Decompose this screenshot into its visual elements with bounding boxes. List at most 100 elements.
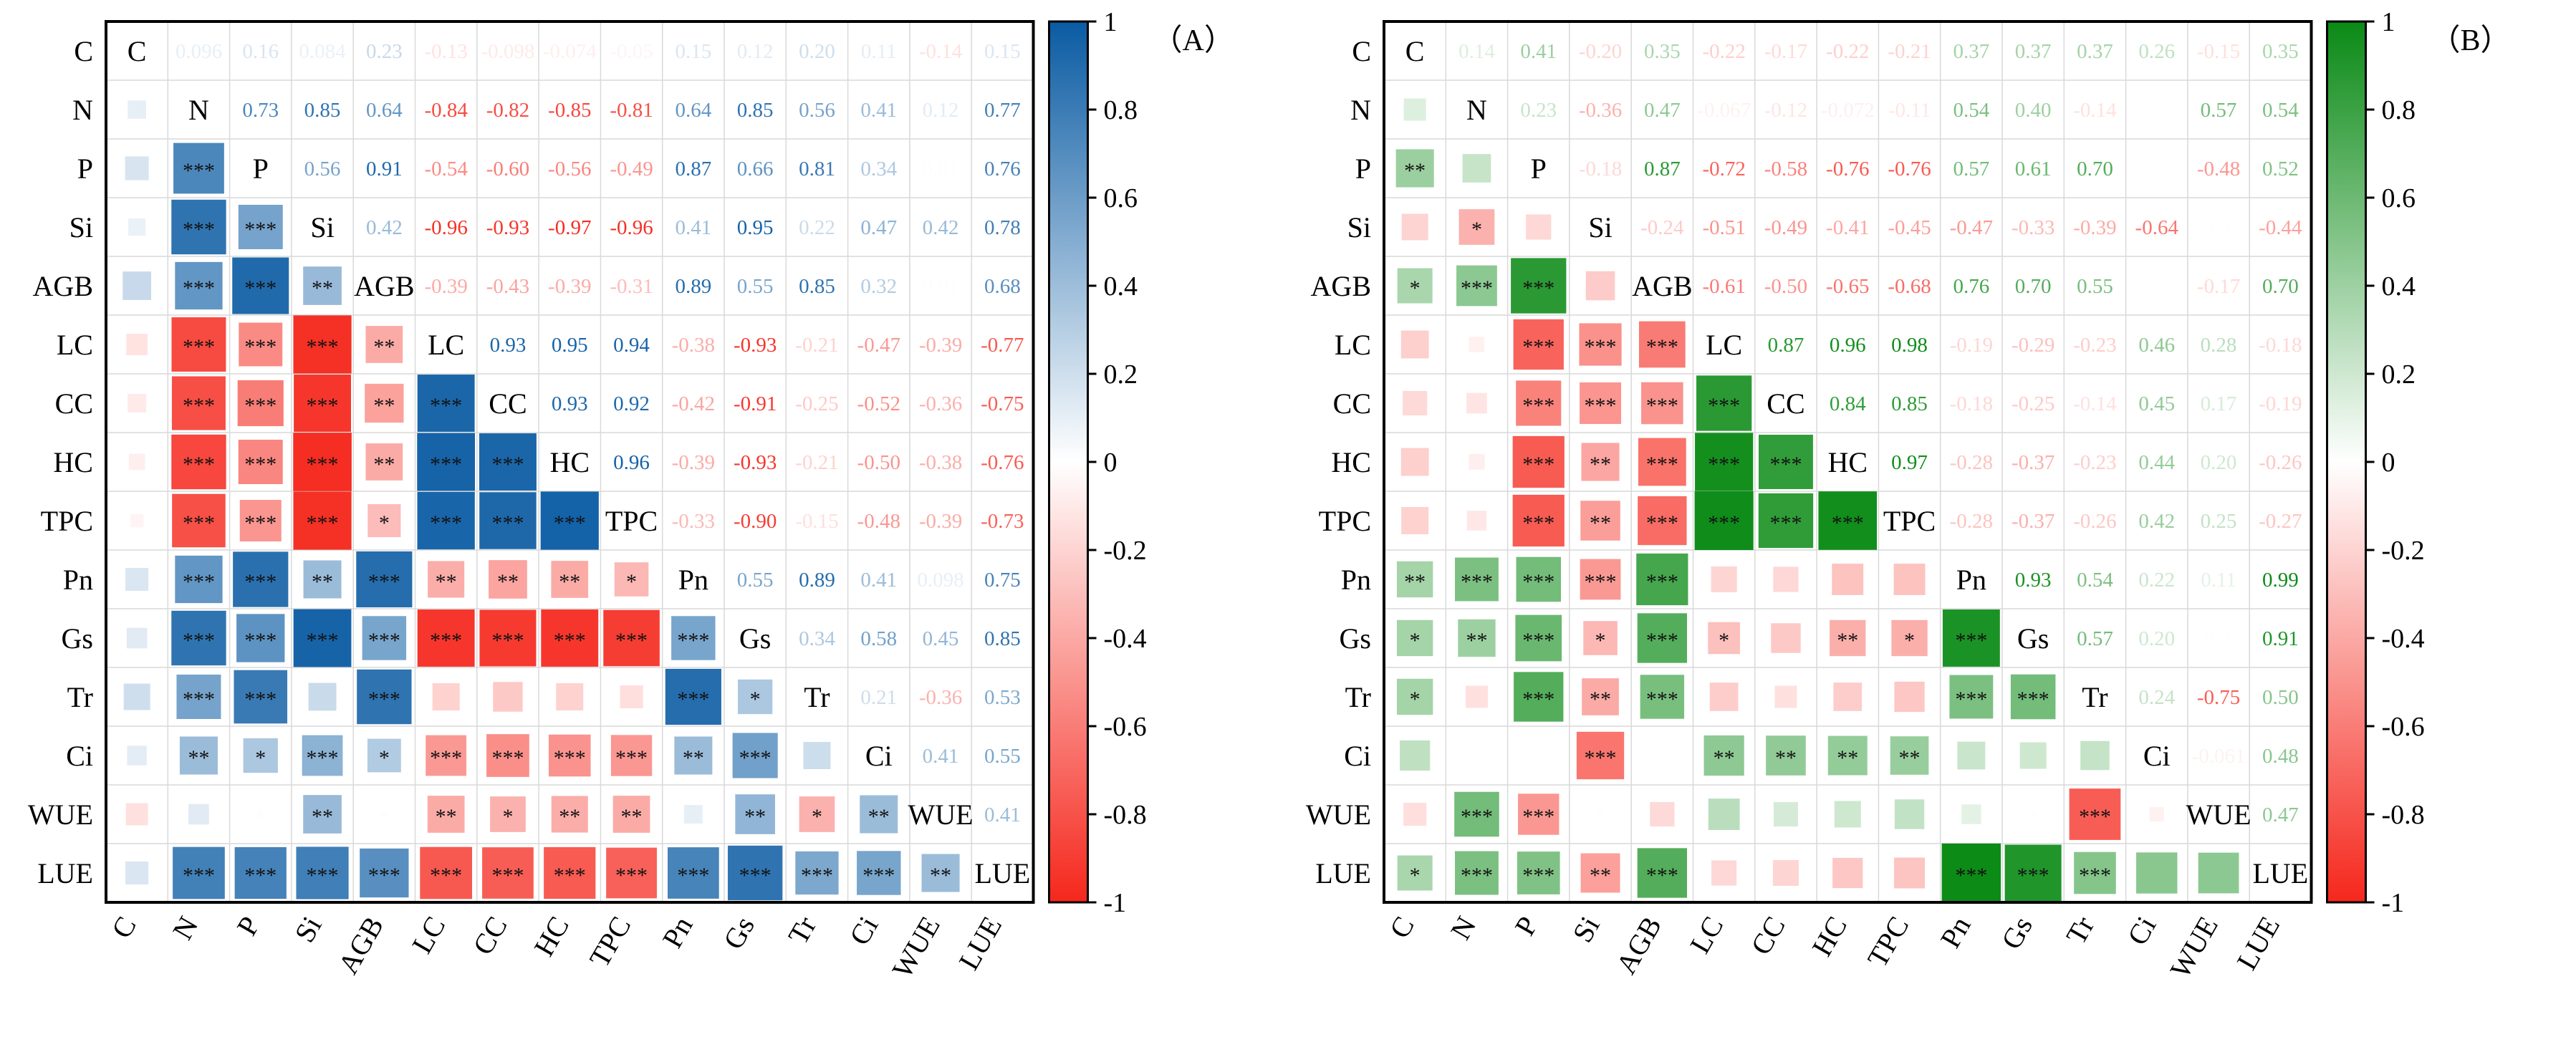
- panel-b-coef-square: [1512, 435, 1565, 488]
- panel-b-coef-square: [1961, 804, 1981, 824]
- panel-a-significance-stars: ***: [554, 864, 586, 887]
- panel-a-significance-stars: ***: [183, 159, 215, 183]
- panel-a-significance-stars: ***: [307, 453, 339, 476]
- panel-a-coef-value: 0.22: [799, 216, 835, 239]
- panel-b-coef-value: -0.15: [2197, 40, 2240, 63]
- panel-b-row-label-agb: AGB: [1311, 270, 1371, 302]
- panel-b-coef-square: [1580, 853, 1620, 893]
- panel-b-significance-stars: ***: [1522, 570, 1554, 594]
- panel-a-coef-square: [128, 394, 147, 412]
- panel-a-coef-value: 0.45: [923, 627, 959, 650]
- panel-a-diag-label-gs: Gs: [739, 622, 771, 655]
- panel-a-coef-square: [367, 738, 401, 773]
- panel-a-row-label-cc: CC: [55, 387, 93, 420]
- panel-b-colorbar-tick-label: -1: [2382, 888, 2405, 918]
- panel-a-col-label-tr: Tr: [782, 911, 822, 950]
- panel-b-coef-value: -0.72: [1702, 158, 1745, 180]
- panel-a-coef-square: [125, 156, 149, 180]
- panel-a-coef-value: 0.56: [304, 158, 341, 180]
- panel-b-significance-stars: ***: [1708, 511, 1740, 535]
- panel-b-coef-value: 0.87: [1644, 158, 1681, 180]
- panel-b-diag-label-agb: AGB: [1632, 270, 1692, 302]
- panel-a-coef-square: [243, 738, 278, 773]
- panel-b-frame: [1383, 20, 2313, 904]
- panel-b-significance-stars: *: [1410, 276, 1421, 300]
- panel-b-coef-square: [1518, 793, 1559, 835]
- panel-b-col-label-tr: Tr: [2060, 911, 2100, 950]
- panel-b-coef-square: [1580, 559, 1621, 600]
- panel-b-coef-value: -0.33: [2012, 216, 2054, 239]
- panel-b-coef-square: [1694, 491, 1754, 551]
- panel-b-coef-square: [2030, 811, 2037, 818]
- panel-a-coef-square: [123, 683, 150, 710]
- panel-a-coef-value: 0.93: [552, 392, 588, 415]
- panel-b-coef-value: -0.26: [2073, 510, 2116, 533]
- panel-b-coef-square: [1758, 435, 1813, 489]
- panel-b-coef-value: 0.37: [2077, 40, 2113, 63]
- panel-b-significance-stars: *: [1719, 629, 1729, 652]
- panel-a-diag-label-p: P: [253, 153, 269, 185]
- panel-b-col-label-hc: HC: [1805, 911, 1853, 962]
- panel-b-coef-square: [1579, 323, 1622, 366]
- panel-a-significance-stars: **: [744, 805, 766, 829]
- panel-b-colorbar-tick-label: -0.4: [2382, 624, 2425, 654]
- panel-b-coef-value: -0.17: [2197, 275, 2240, 298]
- panel-a-significance-stars: ***: [677, 687, 709, 711]
- panel-a-coef-value: 0.78: [984, 216, 1021, 239]
- panel-b-coef-square: [1515, 614, 1562, 662]
- panel-a-coef-square: [620, 685, 643, 709]
- panel-b-significance-stars: ***: [1769, 453, 1802, 476]
- panel-b-coef-square: [2074, 851, 2116, 894]
- panel-a-coef-value: -0.77: [981, 334, 1024, 357]
- panel-b-coef-value: -0.47: [1950, 216, 1993, 239]
- panel-b-coef-value: -0.28: [1950, 451, 1993, 474]
- panel-b-coef-square: [1708, 798, 1740, 830]
- panel-b-significance-stars: ***: [1522, 276, 1554, 300]
- panel-a-col-label-tpc: TPC: [583, 911, 638, 973]
- panel-b-coef-square: [1526, 214, 1552, 240]
- panel-a-col-label-c: C: [105, 911, 143, 944]
- panel-a-coef-square: [367, 503, 401, 538]
- panel-a-coef-square: [128, 100, 146, 119]
- panel-b-coef-value: -0.19: [1950, 334, 1993, 357]
- panel-b-significance-stars: ***: [1769, 511, 1802, 535]
- panel-a-coef-square: [417, 433, 476, 491]
- panel-b-coef-square: [1891, 619, 1928, 657]
- panel-b-coef-value: -0.14: [2073, 392, 2117, 415]
- panel-a-coef-square: [860, 795, 898, 834]
- panel-a-coef-value: -0.098: [481, 40, 534, 63]
- panel-b-significance-stars: ***: [1585, 746, 1617, 770]
- panel-a-coef-value: 0.75: [984, 569, 1021, 592]
- panel-b-coef-square: [1773, 566, 1799, 592]
- panel-b-coef-value: -0.76: [1888, 158, 1931, 180]
- panel-a-coef-value: 0.11: [861, 40, 897, 63]
- panel-b-coef-square: [1827, 735, 1868, 776]
- panel-b-coef-value: -0.58: [1764, 158, 1807, 180]
- panel-a-coef-square: [556, 683, 584, 710]
- panel-b-row-label-gs: Gs: [1340, 622, 1371, 655]
- panel-b-coef-square: [1395, 149, 1434, 188]
- panel-a-coef-square: [420, 846, 472, 899]
- panel-b-row-label-lc: LC: [1335, 329, 1371, 361]
- panel-b-significance-stars: ***: [1522, 629, 1554, 652]
- panel-b-coef-value: 0.57: [2077, 627, 2113, 650]
- panel-a-coef-square: [803, 742, 831, 769]
- panel-a-coef-value: -0.93: [734, 334, 777, 357]
- panel-a-coef-value: -0.73: [981, 510, 1024, 533]
- panel-b-significance-stars: ***: [1646, 511, 1678, 535]
- panel-b-coef-square: [1403, 802, 1427, 826]
- panel-b-significance-stars: ***: [1461, 864, 1493, 887]
- panel-a-col-label-ci: Ci: [843, 911, 885, 950]
- panel-b-significance-stars: ***: [1585, 335, 1617, 359]
- panel-a-coef-value: -0.75: [981, 392, 1024, 415]
- panel-a-col-label-lc: LC: [405, 911, 452, 959]
- panel-b-coef-value: -0.51: [1702, 216, 1745, 239]
- panel-b-coef-square: [1942, 609, 2000, 667]
- panel-b-col-label-ci: Ci: [2121, 911, 2163, 950]
- panel-b-coef-value: -0.23: [2073, 451, 2116, 474]
- panel-a-coef-square: [489, 560, 527, 599]
- panel-a-frame: [105, 20, 1035, 904]
- panel-b-coef-square: [1458, 209, 1495, 245]
- panel-a-col-label-wue: WUE: [885, 911, 946, 983]
- panel-b-coef-square: [1636, 553, 1688, 606]
